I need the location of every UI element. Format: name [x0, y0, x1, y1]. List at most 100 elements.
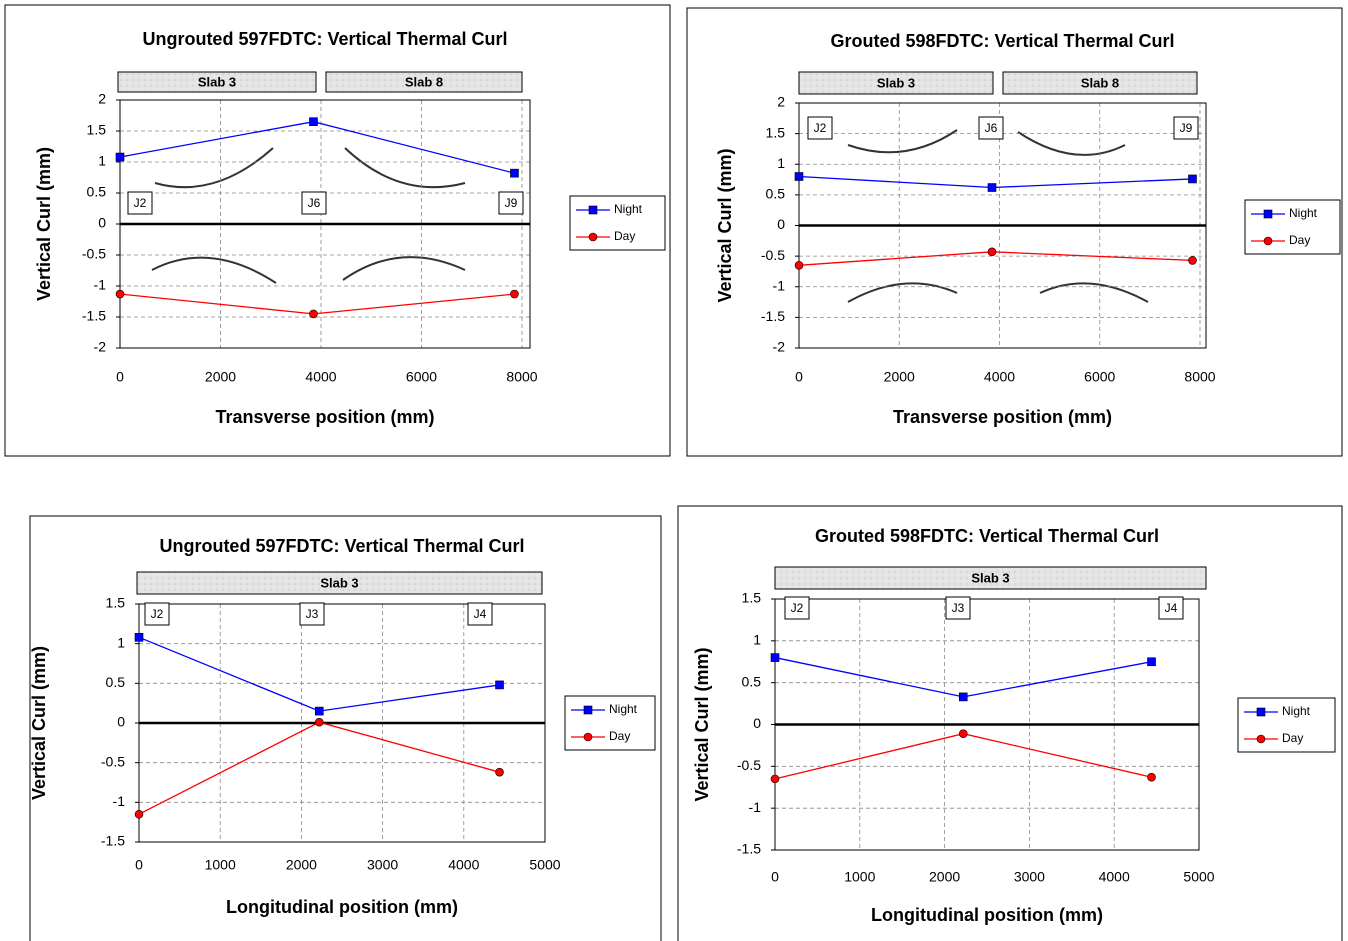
y-tick-label: 0.5	[766, 186, 786, 202]
y-axis-title: Vertical Curl (mm)	[34, 147, 54, 301]
legend-label: Night	[1289, 206, 1318, 220]
joint-label: J9	[1180, 121, 1193, 135]
joint-label: J6	[308, 196, 321, 210]
y-axis-title: Vertical Curl (mm)	[715, 148, 735, 302]
joint-box	[301, 191, 327, 215]
chart-frame	[677, 505, 1343, 941]
x-tick-label: 4000	[305, 369, 336, 385]
joint-label: J4	[474, 607, 487, 621]
legend-label: Day	[614, 229, 635, 243]
marker	[794, 172, 804, 181]
y-tick-label: -1	[113, 793, 126, 809]
y-tick-label: 1	[98, 153, 106, 169]
x-tick-label: 6000	[1084, 369, 1115, 385]
series-line	[119, 293, 515, 315]
curl-arc	[847, 282, 958, 303]
x-axis-title: Transverse position (mm)	[215, 407, 434, 427]
slab-label: Slab 3	[971, 570, 1009, 585]
legend-label: Night	[609, 702, 638, 716]
joint-label: J2	[151, 607, 164, 621]
marker	[987, 183, 997, 192]
x-tick-label: 5000	[529, 857, 560, 873]
slab-label: Slab 3	[198, 74, 236, 89]
legend-label: Day	[1289, 233, 1310, 247]
marker	[115, 289, 125, 299]
marker	[1147, 657, 1156, 667]
marker	[794, 261, 804, 270]
x-tick-label: 3000	[367, 857, 398, 873]
x-tick-label: 0	[135, 857, 143, 873]
slab-label: Slab 8	[405, 74, 443, 89]
x-axis-title: Longitudinal position (mm)	[871, 905, 1103, 925]
marker	[770, 774, 780, 784]
joint-label: J3	[952, 601, 965, 615]
y-tick-label: 2	[777, 94, 785, 110]
y-tick-label: -1.5	[82, 308, 106, 324]
y-tick-label: -2	[94, 339, 107, 355]
x-tick-label: 0	[795, 369, 803, 385]
chart-frame	[686, 7, 1343, 457]
x-tick-label: 4000	[984, 369, 1015, 385]
legend-marker	[588, 232, 598, 242]
x-tick-label: 4000	[1099, 869, 1130, 885]
x-axis-title: Longitudinal position (mm)	[226, 897, 458, 917]
joint-label: J2	[134, 196, 147, 210]
y-tick-label: 0.5	[742, 673, 762, 689]
legend-marker	[583, 705, 593, 715]
x-tick-label: 6000	[406, 369, 437, 385]
marker	[958, 692, 968, 702]
y-tick-label: 0	[117, 714, 125, 730]
chart-title: Ungrouted 597FDTC: Vertical Thermal Curl	[159, 536, 524, 556]
chart-title: Ungrouted 597FDTC: Vertical Thermal Curl	[142, 29, 507, 49]
x-tick-label: 2000	[884, 369, 915, 385]
x-axis-title: Transverse position (mm)	[893, 407, 1112, 427]
series-line	[774, 656, 1152, 698]
legend-marker	[588, 205, 598, 215]
joint-label: J6	[985, 121, 998, 135]
y-tick-label: 2	[98, 91, 106, 107]
y-tick-label: 0.5	[106, 674, 126, 690]
y-tick-label: -0.5	[82, 246, 106, 262]
joint-label: J2	[814, 121, 827, 135]
marker	[495, 767, 504, 777]
legend-box	[1244, 199, 1341, 255]
marker	[134, 633, 144, 642]
joint-box	[945, 596, 971, 620]
joint-box	[127, 191, 153, 215]
slab-label: Slab 3	[877, 75, 915, 90]
legend-label: Night	[614, 202, 643, 216]
legend-label: Night	[1282, 704, 1311, 718]
joint-box	[144, 602, 170, 626]
joint-box	[498, 191, 524, 215]
curl-arc	[344, 147, 466, 189]
y-axis-title: Vertical Curl (mm)	[29, 646, 49, 800]
series-line	[138, 721, 500, 815]
y-tick-label: -0.5	[737, 757, 761, 773]
y-tick-label: 1	[753, 632, 761, 648]
x-tick-label: 2000	[205, 369, 236, 385]
x-tick-label: 4000	[448, 857, 479, 873]
slab-label: Slab 8	[1081, 75, 1119, 90]
x-tick-label: 0	[771, 869, 779, 885]
joint-box	[1158, 596, 1184, 620]
chart-title: Grouted 598FDTC: Vertical Thermal Curl	[830, 31, 1174, 51]
joint-label: J4	[1165, 601, 1178, 615]
joint-box	[807, 116, 833, 140]
joint-box	[784, 596, 810, 620]
series-line	[119, 121, 515, 174]
y-tick-label: -1	[749, 799, 762, 815]
y-tick-label: 0.5	[87, 184, 107, 200]
joint-label: J2	[791, 601, 804, 615]
x-tick-label: 1000	[844, 869, 875, 885]
curl-arc	[154, 147, 274, 189]
y-tick-label: -1	[773, 277, 786, 293]
slab-label: Slab 3	[320, 575, 358, 590]
marker	[309, 117, 318, 126]
x-tick-label: 8000	[1184, 369, 1215, 385]
joint-box	[299, 602, 325, 626]
y-tick-label: -1.5	[737, 841, 761, 857]
curl-arc	[342, 256, 466, 281]
marker	[1188, 174, 1197, 184]
joint-box	[1173, 116, 1199, 140]
legend-marker	[583, 732, 593, 742]
